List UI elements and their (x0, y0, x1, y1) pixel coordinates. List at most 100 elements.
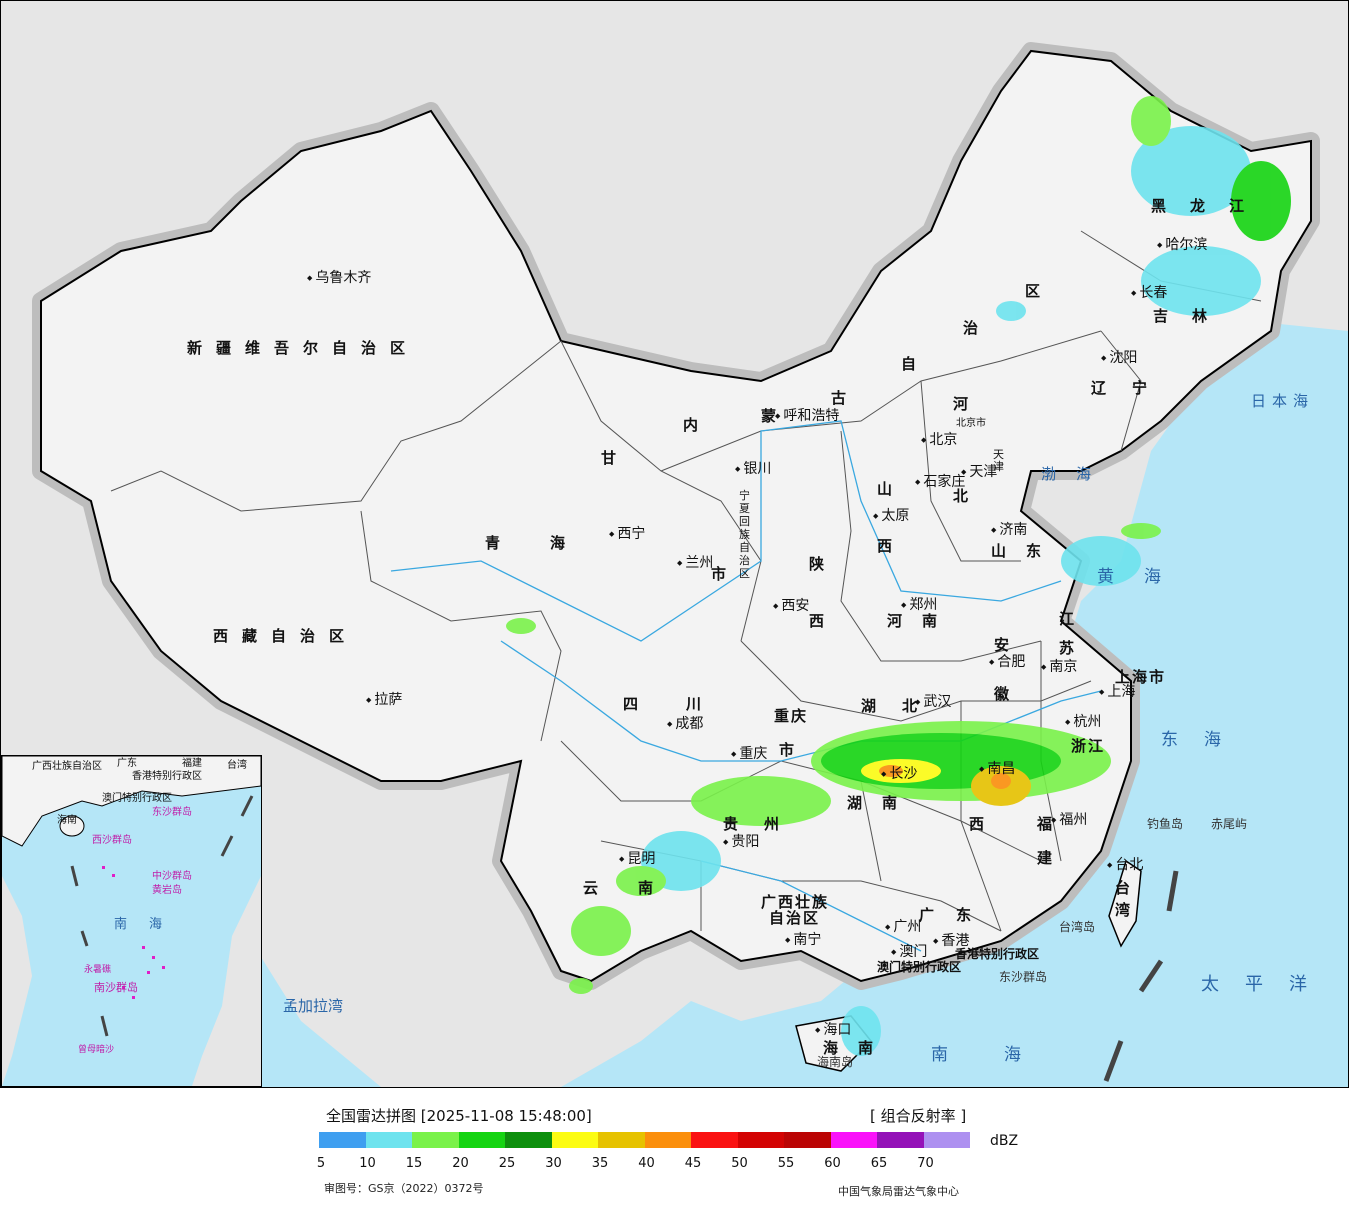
province-label-jiangsu-1: 江 (1059, 610, 1089, 628)
legend-tick-label: 35 (591, 1156, 609, 1171)
province-label-chongqing-2: 市 (779, 741, 809, 759)
inset-label-taiwan: 台湾 (227, 760, 247, 771)
city-yinchuan: 银川 (735, 462, 771, 476)
rivers (390, 420, 1102, 952)
legend-tick-label: 50 (731, 1156, 748, 1171)
city-kunming: 昆明 (619, 852, 655, 866)
legend-tick-label: 25 (498, 1156, 516, 1171)
province-label-hainan: 海南 (823, 1039, 894, 1057)
producer-label: 中国气象局雷达气象中心 (838, 1185, 959, 1198)
legend-swatch (691, 1132, 738, 1148)
legend-tick-label: 5 (316, 1156, 326, 1171)
city-guangzhou: 广州 (885, 920, 921, 934)
province-label-taiwan-1: 台 (1115, 879, 1145, 897)
legend-panel: 全国雷达拼图 [2025-11-08 15:48:00] [ 组合反射率 ] d… (0, 1088, 1349, 1208)
province-label-chongqing-1: 重庆 (774, 707, 809, 725)
province-label-hunan: 湖南 (847, 794, 918, 812)
maritime-boundaries (1103, 870, 1179, 1082)
island-diaoyu: 钓鱼岛 (1147, 817, 1184, 831)
legend-swatch (830, 1132, 877, 1148)
review-number: 审图号：GS京（2022）0372号 (324, 1182, 484, 1195)
city-hangzhou: 杭州 (1065, 715, 1101, 729)
legend-swatch (319, 1132, 366, 1148)
province-label-shanghai: 上海市 (1115, 668, 1167, 686)
province-label-guizhou: 贵州 (723, 815, 806, 833)
province-label-anhui-1: 安 (994, 636, 1024, 654)
city-urumqi: 乌鲁木齐 (307, 271, 371, 285)
legend-tick-label: 15 (405, 1156, 423, 1171)
city-hefei: 合肥 (989, 655, 1025, 669)
province-label-henan: 河南 (887, 612, 958, 630)
inset-label-zengmu: 曾母暗沙 (78, 1045, 115, 1055)
inset-label-nansha: 南沙群岛 (94, 981, 138, 994)
province-label-qinghai: 青海 (485, 534, 616, 552)
legend-tick-label: 40 (638, 1156, 655, 1171)
province-label-jilin: 吉林 (1153, 307, 1232, 325)
province-label-anhui-2: 徽 (994, 685, 1024, 703)
province-label-fujian-1: 福 (1037, 815, 1067, 833)
inset-label-macao: 澳门特别行政区 (102, 793, 172, 804)
city-lhasa: 拉萨 (366, 693, 402, 707)
city-changchun: 长春 (1131, 286, 1167, 300)
province-label-neimenggu-4: 自 (901, 355, 931, 373)
province-label-guangxi-1: 广西壮族 (761, 893, 830, 911)
province-label-neimenggu-1: 内 (683, 416, 713, 434)
province-label-hebei-1: 河 (953, 395, 983, 413)
city-macao: 澳门 (891, 945, 927, 959)
legend-swatch (505, 1132, 552, 1148)
inset-label-xisha: 西沙群岛 (92, 835, 132, 846)
city-xian: 西安 (773, 599, 809, 613)
legend-tick-label: 55 (777, 1156, 795, 1171)
inset-label-hongkong: 香港特别行政区 (132, 771, 202, 782)
legend-swatch (737, 1132, 784, 1148)
province-label-shaanxi-2: 西 (809, 612, 839, 630)
inset-label-zhongsha: 中沙群岛 (152, 871, 192, 882)
sea-pacific: 太平洋 (1201, 974, 1333, 995)
city-jinan: 济南 (991, 523, 1027, 537)
legend-swatch (923, 1132, 970, 1148)
inset-label-huangyan: 黄岩岛 (152, 885, 182, 896)
province-label-yunnan: 云南 (583, 879, 694, 897)
inset-canvas (2, 756, 261, 1086)
city-guiyang: 贵阳 (723, 835, 759, 849)
province-label-shanxi-1: 山 (877, 480, 907, 498)
province-label-gansu: 甘 (601, 449, 631, 467)
sea-sea-of-japan: 日本海 (1251, 392, 1315, 410)
legend-swatch (877, 1132, 924, 1148)
city-xining: 西宁 (609, 527, 645, 541)
legend-swatch (365, 1132, 412, 1148)
city-tianjin: 天津 (961, 465, 997, 479)
city-chongqing: 重庆 (731, 747, 767, 761)
province-label-guangxi-2: 自治区 (769, 909, 821, 927)
legend-swatch (598, 1132, 645, 1148)
city-wuhan: 武汉 (915, 695, 951, 709)
province-label-shandong: 山东 (991, 542, 1062, 560)
city-fuzhou: 福州 (1051, 813, 1087, 827)
province-label-liaoning: 辽宁 (1091, 379, 1174, 397)
city-shenyang: 沈阳 (1101, 351, 1137, 365)
sea-east: 东海 (1161, 730, 1247, 750)
city-shijiazhuang: 石家庄 (915, 475, 965, 489)
province-label-beijing: 北京市 (956, 418, 986, 429)
sea-bay-of-bengal: 孟加拉湾 (283, 997, 344, 1015)
city-nanchang: 南昌 (979, 762, 1015, 776)
legend-color-bar (319, 1132, 970, 1148)
inset-label-yongshu: 永暑礁 (84, 965, 112, 975)
legend-tick-label: 65 (870, 1156, 888, 1171)
legend-swatch (412, 1132, 459, 1148)
legend-tick-label: 60 (824, 1156, 841, 1171)
province-label-macao: 澳门特别行政区 (877, 960, 962, 974)
inset-label-south-sea: 南海 (114, 917, 185, 932)
south-china-sea-inset: 广西壮族自治区 广东 福建 台湾 香港特别行政区 澳门特别行政区 海南 东沙群岛… (1, 755, 262, 1087)
province-label-jiangxi: 西 (969, 815, 999, 833)
province-label-neimenggu-5: 治 (963, 319, 993, 337)
city-nanjing: 南京 (1041, 660, 1077, 674)
city-shanghai: 上海 (1099, 685, 1135, 699)
city-haikou: 海口 (815, 1023, 851, 1037)
city-taipei: 台北 (1107, 858, 1143, 872)
province-label-xizang: 西藏自治区 (213, 627, 359, 645)
province-label-hebei-2: 北 (953, 487, 983, 505)
legend-swatch (784, 1132, 831, 1148)
city-harbin: 哈尔滨 (1157, 238, 1207, 252)
city-hongkong: 香港 (933, 934, 969, 948)
